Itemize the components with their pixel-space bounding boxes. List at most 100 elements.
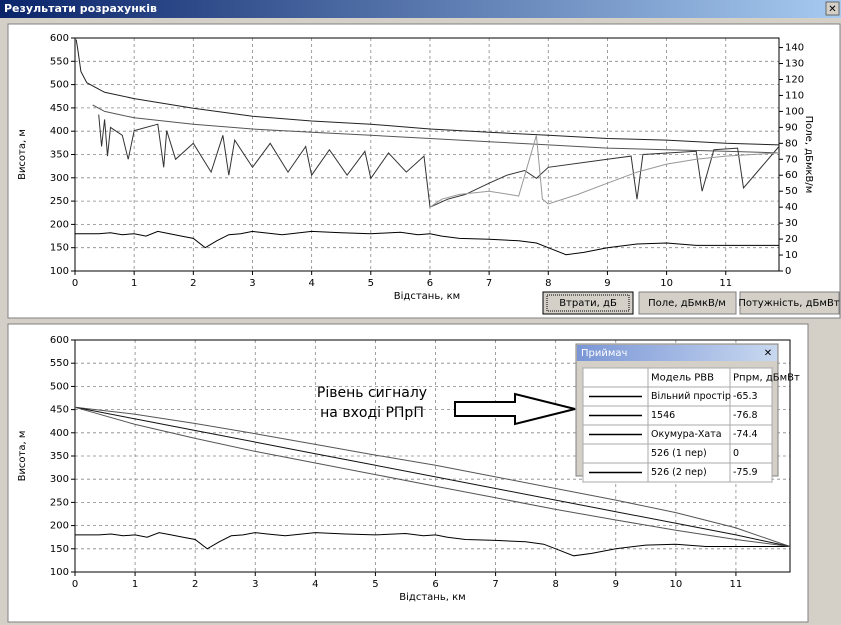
table-cell: -74.4: [733, 429, 758, 440]
button[interactable]: [542, 291, 634, 315]
x-tick-label: 11: [730, 579, 743, 590]
x-tick-label: 8: [545, 278, 551, 289]
x-tick-label: 9: [613, 579, 619, 590]
y-tick-label: 550: [50, 56, 69, 67]
button-label[interactable]: Потужність, дБмВт: [738, 297, 839, 309]
x-tick-label: 3: [252, 579, 258, 590]
y2-tick-label: 120: [785, 74, 804, 85]
y2-tick-label: 70: [785, 154, 798, 165]
x-tick-label: 10: [660, 278, 673, 289]
y2-tick-label: 100: [785, 106, 804, 117]
table-cell: -75.9: [733, 467, 758, 478]
series-line: [98, 114, 780, 208]
x-tick-label: 7: [486, 278, 492, 289]
y-axis-label: Висота, м: [17, 129, 28, 180]
x-tick-label: 11: [719, 278, 732, 289]
button[interactable]: [739, 291, 840, 315]
annotation: на вході РПрП: [320, 405, 424, 421]
series-line: [74, 406, 791, 547]
x-tick-label: 10: [669, 579, 682, 590]
y2-tick-label: 10: [785, 250, 798, 261]
y2-tick-label: 60: [785, 170, 798, 181]
table-cell: 526 (2 пер): [651, 467, 707, 478]
y-tick-label: 500: [50, 80, 69, 91]
x-tick-label: 3: [249, 278, 255, 289]
y-tick-label: 400: [50, 428, 69, 439]
close-button[interactable]: [825, 1, 840, 16]
x-tick-label: 9: [604, 278, 610, 289]
table-header: Модель РВВ: [651, 373, 714, 384]
x-axis-label: Відстань, км: [399, 591, 465, 603]
receiver-close[interactable]: ✕: [764, 348, 772, 359]
y-tick-label: 600: [50, 335, 69, 346]
x-tick-label: 0: [72, 579, 78, 590]
x-tick-label: 2: [192, 579, 198, 590]
series-line: [75, 532, 790, 557]
x-tick-label: 2: [190, 278, 196, 289]
y-tick-label: 100: [50, 567, 69, 578]
x-tick-label: 1: [131, 278, 137, 289]
plot-frame: [74, 37, 780, 272]
series-line: [429, 135, 780, 208]
x-tick-label: 0: [72, 278, 78, 289]
y-tick-label: 300: [50, 474, 69, 485]
x-axis-label: Відстань, км: [394, 290, 460, 302]
y-tick-label: 350: [50, 451, 69, 462]
y-tick-label: 250: [50, 196, 69, 207]
x-tick-label: 4: [308, 278, 314, 289]
plot-frame: [74, 339, 791, 573]
y-tick-label: 200: [50, 219, 69, 230]
table-cell: Вільний простір: [651, 391, 731, 402]
y2-axis-label: Поле, дБмкВ/м: [803, 116, 814, 194]
series-line: [74, 406, 791, 547]
y2-tick-label: 110: [785, 90, 804, 101]
focus-ring: [546, 294, 630, 312]
y2-tick-label: 140: [785, 43, 804, 54]
button-label[interactable]: Втрати, дБ: [559, 298, 617, 309]
y-tick-label: 500: [50, 381, 69, 392]
y2-tick-label: 130: [785, 59, 804, 70]
title-bar: [0, 0, 841, 18]
table-cell: Окумура-Хата: [651, 429, 722, 440]
y-tick-label: 300: [50, 173, 69, 184]
y2-tick-label: 80: [785, 138, 798, 149]
x-tick-label: 1: [132, 579, 138, 590]
annotation: Рівень сигналу: [317, 385, 427, 401]
y-tick-label: 200: [50, 521, 69, 532]
x-tick-label: 5: [368, 278, 374, 289]
y2-tick-label: 90: [785, 122, 798, 133]
button[interactable]: [638, 291, 737, 315]
arrow: [454, 392, 576, 426]
table-cell: 0: [733, 448, 739, 459]
y-tick-label: 450: [50, 405, 69, 416]
y-tick-label: 150: [50, 544, 69, 555]
x-tick-label: 6: [427, 278, 433, 289]
table-header: Pпрм, дБмВт: [733, 373, 800, 384]
button-label[interactable]: Поле, дБмкВ/м: [648, 298, 726, 309]
y-tick-label: 100: [50, 266, 69, 277]
y-tick-label: 250: [50, 497, 69, 508]
series-line: [74, 406, 791, 547]
y-tick-label: 400: [50, 126, 69, 137]
y-tick-label: 600: [50, 33, 69, 44]
y-tick-label: 550: [50, 358, 69, 369]
table-cell: -76.8: [733, 410, 758, 421]
table-cell: 1546: [651, 410, 675, 421]
y2-tick-label: 30: [785, 218, 798, 229]
y2-tick-label: 20: [785, 234, 798, 245]
x-tick-label: 4: [312, 579, 318, 590]
window-title: Результати розрахунків: [4, 2, 157, 15]
y-axis-label: Висота, м: [17, 431, 28, 482]
x-tick-label: 7: [492, 579, 498, 590]
series-line: [75, 230, 779, 256]
y-tick-label: 450: [50, 103, 69, 114]
receiver-title-bar: [577, 345, 777, 361]
series-line: [75, 39, 780, 146]
chart-panel-1: [7, 23, 841, 319]
close-icon[interactable]: ✕: [828, 4, 836, 15]
receiver-title: Приймач: [581, 348, 627, 359]
y2-tick-label: 0: [785, 266, 791, 277]
